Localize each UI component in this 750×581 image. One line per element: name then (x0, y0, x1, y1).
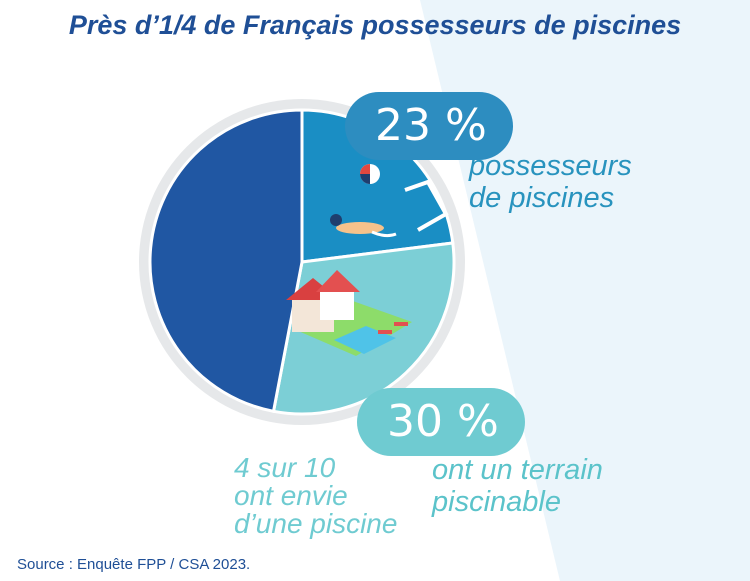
desire-annotation: 4 sur 10 ont envie d’une piscine (234, 454, 397, 538)
desire-line2: ont envie (234, 480, 348, 511)
owners-percent-badge: 23 % (345, 92, 513, 160)
house-with-pool-icon (286, 270, 412, 356)
beach-ball-icon (360, 164, 380, 184)
swimmer-icon (330, 214, 397, 238)
owners-caption: possesseurs de piscines (469, 150, 632, 214)
land-caption-line1: ont un terrain (432, 454, 603, 486)
land-caption-line2: piscinable (432, 486, 561, 518)
land-caption: ont un terrain piscinable (432, 454, 603, 518)
owners-caption-line2: de piscines (469, 182, 615, 214)
owners-caption-line1: possesseurs (469, 150, 632, 182)
land-percent-badge: 30 % (357, 388, 525, 456)
pool-ladder-icon (404, 179, 449, 232)
page-title: Près d’1/4 de Français possesseurs de pi… (68, 10, 682, 40)
desire-line1: 4 sur 10 (234, 452, 336, 483)
pie-slice-other (148, 108, 304, 414)
desire-line3: d’une piscine (234, 508, 398, 539)
source-note: Source : Enquête FPP / CSA 2023. (17, 556, 251, 573)
